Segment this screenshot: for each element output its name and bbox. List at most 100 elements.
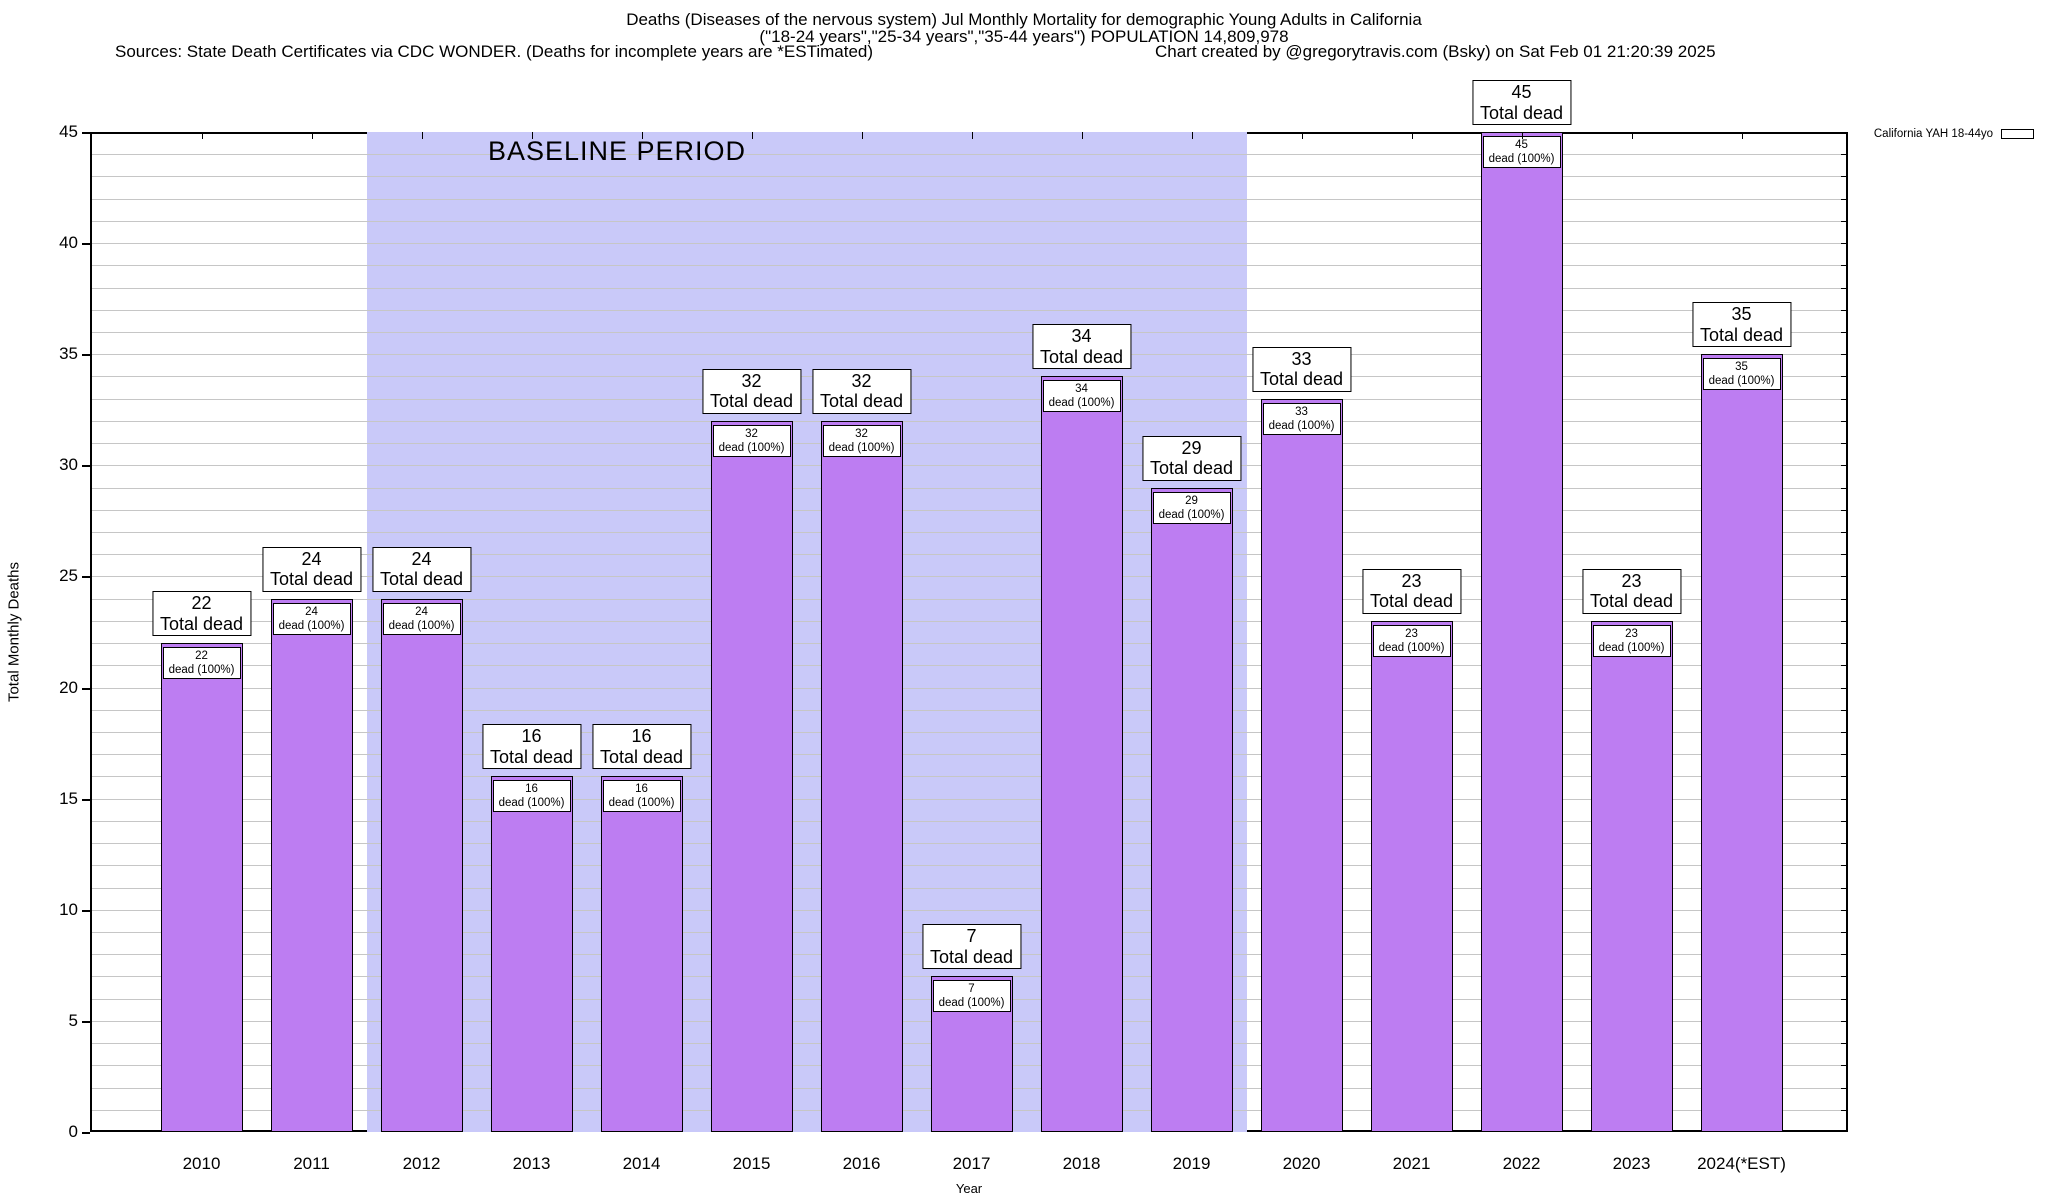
bar-inner-value: 34 xyxy=(1075,383,1088,396)
bar-total-label-2021: 23 Total dead xyxy=(1361,568,1462,614)
bar-total-label-2017: 7 Total dead xyxy=(921,924,1022,970)
bar-inner-value: 22 xyxy=(195,650,208,663)
x-top-tick xyxy=(1521,132,1523,139)
y-minor-tick-right xyxy=(1841,1109,1846,1111)
bar-inner-suffix: dead (100%) xyxy=(1268,419,1335,432)
bar-2018 xyxy=(1040,376,1123,1132)
gridline xyxy=(92,265,1846,267)
x-tick-label-2016: 2016 xyxy=(842,1154,881,1173)
y-major-tick xyxy=(82,687,90,690)
gridline xyxy=(92,598,1846,600)
bar-inner-label-2022: 45 dead (100%) xyxy=(1482,136,1561,168)
bar-total-suffix: Total dead xyxy=(1369,591,1454,612)
y-major-tick xyxy=(82,1132,90,1134)
y-major-tick xyxy=(82,909,90,912)
gridline xyxy=(92,820,1846,822)
bar-inner-suffix: dead (100%) xyxy=(388,619,455,632)
bar-2019 xyxy=(1150,487,1233,1132)
bar-2014 xyxy=(600,776,683,1132)
bar-total-suffix: Total dead xyxy=(599,746,684,767)
bar-total-suffix: Total dead xyxy=(1479,102,1564,123)
y-minor-tick-right xyxy=(1841,154,1846,156)
gridline xyxy=(92,420,1846,422)
y-tick-label: 35 xyxy=(59,344,78,364)
bar-total-label-2012: 24 Total dead xyxy=(371,546,472,592)
bar-inner-value: 35 xyxy=(1735,361,1748,374)
bar-2012 xyxy=(380,598,463,1132)
y-minor-tick-right xyxy=(1841,776,1846,778)
gridline xyxy=(92,509,1846,511)
bar-total-suffix: Total dead xyxy=(1149,458,1234,479)
x-top-tick xyxy=(1741,132,1743,139)
x-top-tick xyxy=(1301,132,1303,139)
bar-inner-label-2013: 16 dead (100%) xyxy=(492,780,571,813)
bar-total-suffix: Total dead xyxy=(1589,591,1674,612)
bar-inner-label-2021: 23 dead (100%) xyxy=(1372,624,1451,657)
y-minor-tick-right xyxy=(1841,376,1846,378)
bar-total-value: 45 xyxy=(1511,82,1532,102)
gridline xyxy=(92,909,1846,911)
gridline xyxy=(92,620,1846,622)
bar-inner-label-2011: 24 dead (100%) xyxy=(272,602,351,635)
y-minor-tick-right xyxy=(1841,998,1846,1000)
bar-total-label-2023: 23 Total dead xyxy=(1581,568,1682,614)
y-tick-label: 30 xyxy=(59,455,78,475)
y-axis-title: Total Monthly Deaths xyxy=(5,561,23,703)
y-minor-tick-right xyxy=(1841,1020,1846,1022)
gridline xyxy=(92,865,1846,867)
bar-inner-label-2012: 24 dead (100%) xyxy=(382,602,461,635)
gridline xyxy=(92,332,1846,333)
y-minor-tick-right xyxy=(1841,643,1846,645)
y-minor-tick-right xyxy=(1841,509,1846,511)
bar-inner-label-2023: 23 dead (100%) xyxy=(1592,624,1671,657)
y-minor-tick-right xyxy=(1841,843,1846,845)
bar-inner-suffix: dead (100%) xyxy=(608,797,675,810)
bar-total-value: 24 xyxy=(411,548,432,569)
bar-2023 xyxy=(1590,620,1673,1132)
y-minor-tick-right xyxy=(1841,287,1846,289)
bar-inner-suffix: dead (100%) xyxy=(1488,153,1555,165)
y-minor-tick-right xyxy=(1841,820,1846,822)
y-minor-tick-right xyxy=(1841,754,1846,756)
y-minor-tick-right xyxy=(1841,554,1846,556)
bar-total-label-2019: 29 Total dead xyxy=(1141,435,1242,481)
bar-inner-label-2010: 22 dead (100%) xyxy=(162,647,241,680)
gridline xyxy=(92,398,1846,400)
y-minor-tick-right xyxy=(1841,887,1846,889)
x-tick-label-2021: 2021 xyxy=(1392,1154,1431,1173)
bar-total-value: 22 xyxy=(191,593,212,614)
y-tick-label: 20 xyxy=(59,677,78,697)
legend-series-label: California YAH 18-44yo xyxy=(1873,128,1993,140)
x-tick-label-2019: 2019 xyxy=(1172,1154,1211,1173)
x-top-tick xyxy=(861,132,863,139)
bar-total-value: 7 xyxy=(966,926,977,947)
bar-total-suffix: Total dead xyxy=(1039,346,1124,367)
bar-total-value: 29 xyxy=(1181,437,1202,458)
y-minor-tick-right xyxy=(1841,309,1846,311)
y-minor-tick-right xyxy=(1841,909,1846,911)
y-minor-tick-right xyxy=(1841,265,1846,267)
bar-total-label-2024(*EST): 35 Total dead xyxy=(1691,302,1792,348)
x-tick-label-2013: 2013 xyxy=(512,1154,551,1173)
bar-inner-suffix: dead (100%) xyxy=(1708,375,1775,388)
y-minor-tick-right xyxy=(1841,954,1846,956)
y-major-tick xyxy=(82,1020,90,1023)
gridline xyxy=(92,309,1846,311)
y-minor-tick-right xyxy=(1841,932,1846,933)
bar-inner-label-2018: 34 dead (100%) xyxy=(1042,380,1121,413)
y-tick-label: 15 xyxy=(59,788,78,808)
y-minor-tick-right xyxy=(1841,976,1846,978)
y-minor-tick-right xyxy=(1841,1065,1846,1067)
x-top-tick xyxy=(1191,132,1193,139)
gridline xyxy=(92,843,1846,845)
baseline-period-label: BASELINE PERIOD xyxy=(487,136,747,166)
x-tick-label-2012: 2012 xyxy=(402,1154,441,1173)
y-minor-tick-right xyxy=(1841,687,1846,689)
bar-inner-value: 7 xyxy=(968,983,975,996)
y-minor-tick-right xyxy=(1841,487,1846,489)
y-tick-label: 40 xyxy=(59,233,78,253)
y-minor-tick-right xyxy=(1841,532,1846,533)
bar-total-suffix: Total dead xyxy=(269,569,354,590)
x-tick-label-2023: 2023 xyxy=(1612,1154,1651,1173)
